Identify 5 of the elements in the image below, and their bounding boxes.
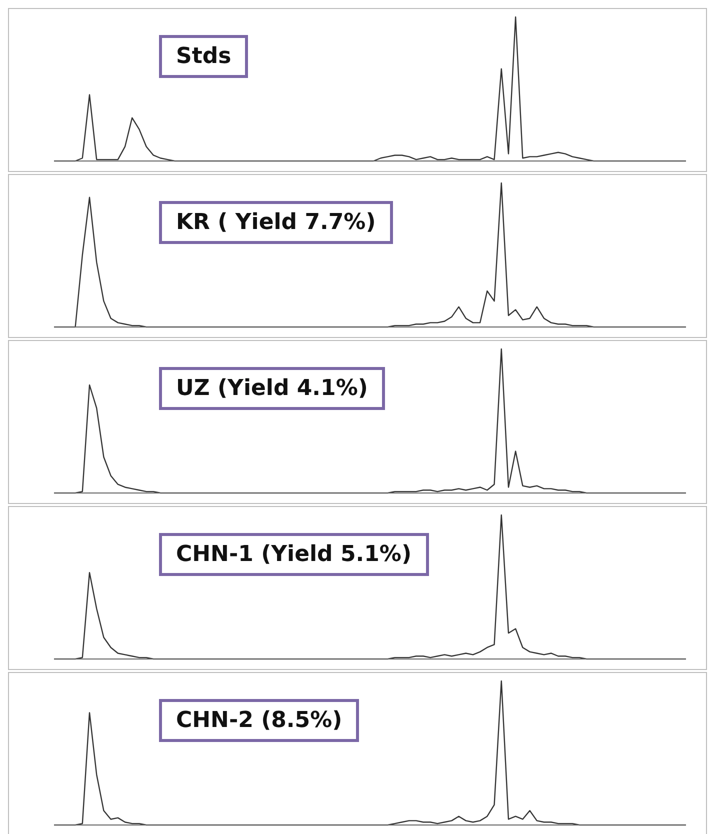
text: KR ( Yield 7.7%) (159, 201, 393, 244)
text: Stds (159, 35, 248, 78)
text: CHN-1 (Yield 5.1%) (159, 533, 429, 576)
text: UZ (Yield 4.1%) (159, 367, 385, 410)
text: CHN-2 (8.5%) (159, 699, 360, 742)
